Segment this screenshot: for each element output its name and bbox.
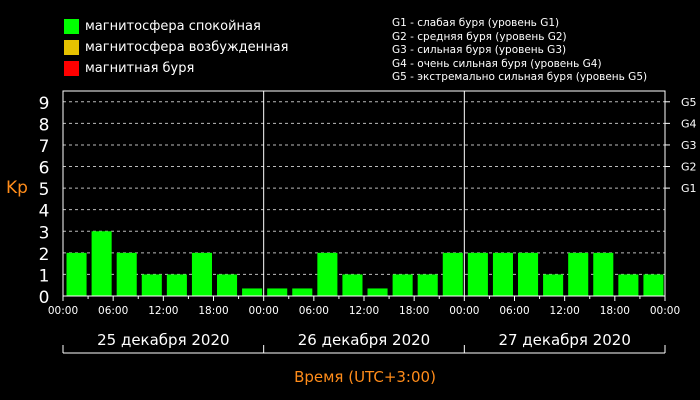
y-tick-label: 4 [39,202,50,222]
x-tick-label: 06:00 [98,305,128,317]
y-axis-label: Kp [6,178,28,198]
y-tick-label: 3 [39,223,50,243]
kp-bar-16 [467,252,488,296]
kp-bar-2 [116,252,137,296]
x-tick-label: 00:00 [449,305,479,317]
legend-swatch-quiet [64,18,79,34]
kp-bar-22 [618,274,639,296]
y-tick-label: 2 [39,245,50,265]
day-label-1: 26 декабря 2020 [298,331,430,349]
g-level-4: G4 - очень сильная буря (уровень G4) [392,57,602,70]
x-tick-label: 18:00 [399,305,429,317]
x-tick-label: 00:00 [650,305,680,317]
kp-bar-15 [442,252,463,296]
x-tick-label: 12:00 [550,305,580,317]
kp-bar-4 [166,274,187,296]
g-tick-label: G3 [681,139,697,152]
x-axis-label: Время (UTC+3:00) [294,368,436,386]
kp-bar-23 [643,274,664,296]
y-tick-label: 9 [39,94,50,114]
kp-bar-0 [66,252,87,296]
kp-bar-20 [568,252,589,296]
y-tick-label: 1 [39,266,50,286]
y-tick-label: 6 [39,159,50,179]
g-level-list: G1 - слабая буря (уровень G1) G2 - средн… [392,17,647,85]
kp-bar-11 [342,274,363,296]
y-tick-label: 7 [39,137,50,157]
kp-bar-14 [417,274,438,296]
legend-label-storm: магнитная буря [85,60,195,76]
y-tick-label: 5 [39,180,50,200]
g-level-5: G5 - экстремально сильная буря (уровень … [392,71,648,84]
g-level-3: G3 - сильная буря (уровень G3) [392,44,567,57]
x-tick-label: 12:00 [349,305,379,317]
legend-swatch-storm [64,60,79,76]
legend-item-quiet: магнитосфера спокойная [64,16,261,36]
legend-label-quiet: магнитосфера спокойная [85,18,261,34]
x-tick-label: 18:00 [198,305,228,317]
g-level-1: G1 - слабая буря (уровень G1) [392,17,560,29]
legend-item-excited: магнитосфера возбужденная [64,37,288,57]
kp-bar-13 [392,274,413,296]
y-tick-label: 0 [39,288,50,308]
legend-label-excited: магнитосфера возбужденная [85,39,289,55]
x-tick-label: 18:00 [600,305,630,317]
kp-bar-3 [141,274,162,296]
x-tick-label: 06:00 [499,305,529,317]
kp-bar-8 [267,288,288,296]
y-tick-label: 8 [39,115,50,135]
kp-bar-19 [543,274,564,296]
x-tick-label: 00:00 [249,305,279,317]
kp-bar-1 [91,231,112,296]
x-tick-label: 06:00 [299,305,329,317]
kp-bar-10 [317,252,338,296]
kp-bar-12 [367,288,388,296]
g-tick-label: G1 [681,182,697,195]
legend-swatch-excited [64,39,79,55]
legend: магнитосфера спокойная магнитосфера возб… [0,0,700,90]
legend-item-storm: магнитная буря [64,58,194,78]
x-tick-label: 12:00 [148,305,178,317]
g-tick-label: G5 [681,96,697,109]
kp-bar-21 [593,252,614,296]
kp-bar-5 [191,252,212,296]
kp-bar-18 [518,252,539,296]
day-label-2: 27 декабря 2020 [498,331,630,349]
x-tick-label: 00:00 [48,305,78,317]
kp-bar-7 [242,288,263,296]
day-label-0: 25 декабря 2020 [97,331,229,349]
kp-bar-17 [492,252,513,296]
g-level-2: G2 - средняя буря (уровень G2) [392,30,567,43]
kp-bar-6 [217,274,238,296]
kp-bar-9 [292,288,313,296]
g-tick-label: G4 [681,117,697,130]
g-tick-label: G2 [681,161,697,174]
